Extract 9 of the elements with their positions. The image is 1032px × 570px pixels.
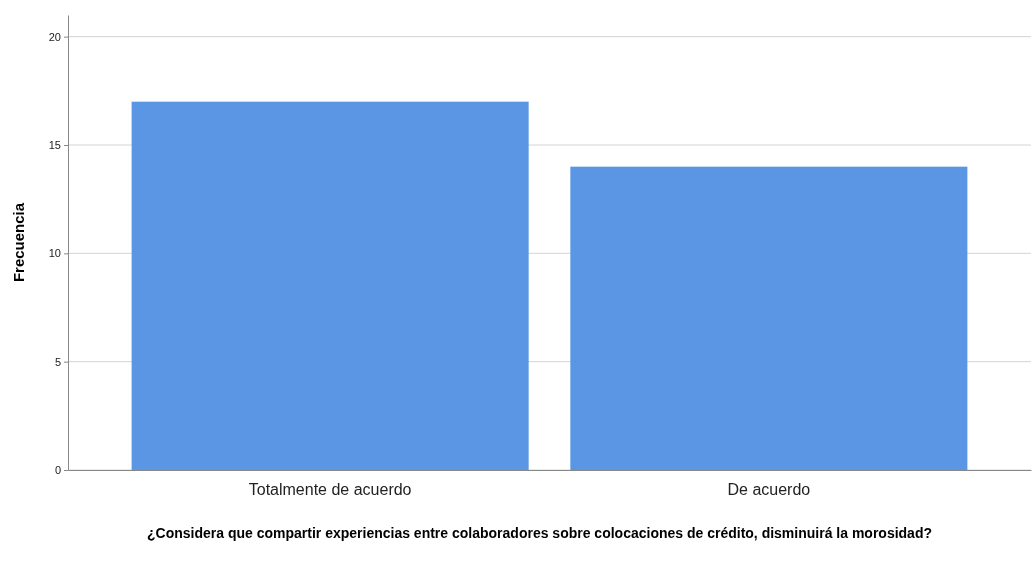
x-tick-label: Totalmente de acuerdo (248, 481, 412, 499)
y-tick-label: 10 (48, 247, 61, 260)
y-tick-label: 20 (48, 30, 61, 43)
x-tick-label: De acuerdo (727, 481, 811, 499)
y-tick-label: 0 (54, 464, 61, 477)
y-tick-label: 5 (54, 355, 61, 368)
y-axis-title: Frecuencia (10, 202, 27, 283)
y-tick-label: 15 (48, 139, 61, 152)
x-axis-title: ¿Considera que compartir experiencias entre colaboradores sobre colocaciones de crédito, disminuirá la morosidad? (146, 525, 933, 541)
